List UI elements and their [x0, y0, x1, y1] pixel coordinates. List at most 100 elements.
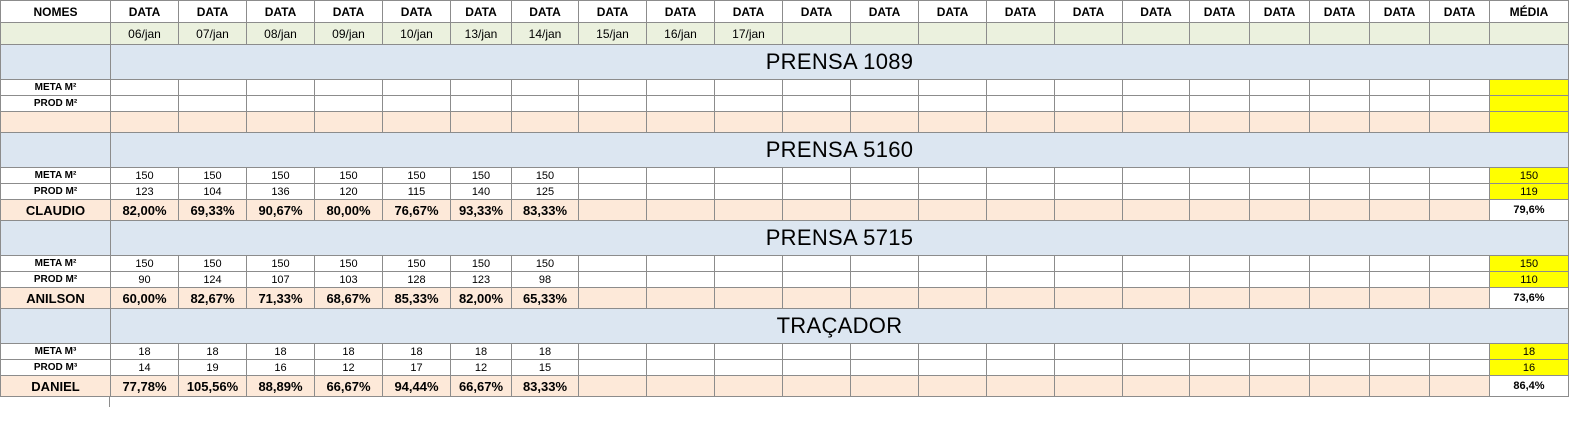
date-cell[interactable]: [986, 22, 1055, 45]
prod-cell[interactable]: 136: [246, 183, 315, 200]
date-column-header[interactable]: DATA: [246, 0, 315, 23]
percentage-cell[interactable]: [1122, 375, 1190, 397]
meta-cell[interactable]: 150: [511, 167, 579, 184]
meta-cell[interactable]: [782, 167, 851, 184]
meta-label[interactable]: META M²: [0, 255, 111, 272]
percentage-cell[interactable]: 82,67%: [178, 287, 247, 309]
percentage-cell[interactable]: [1369, 287, 1430, 309]
percentage-cell[interactable]: [986, 111, 1055, 133]
date-column-header[interactable]: DATA: [110, 0, 179, 23]
percentage-cell[interactable]: 80,00%: [314, 199, 383, 221]
meta-cell[interactable]: 18: [382, 343, 451, 360]
percentage-cell[interactable]: [1122, 287, 1190, 309]
prod-label[interactable]: PROD M²: [0, 183, 111, 200]
meta-cell[interactable]: 150: [246, 255, 315, 272]
meta-cell[interactable]: 150: [382, 255, 451, 272]
meta-cell[interactable]: [1309, 343, 1370, 360]
prod-cell[interactable]: [1429, 359, 1490, 376]
meta-cell[interactable]: [918, 343, 987, 360]
percentage-cell[interactable]: [646, 287, 715, 309]
percentage-cell[interactable]: 94,44%: [382, 375, 451, 397]
prod-cell[interactable]: [714, 95, 783, 112]
meta-cell[interactable]: [646, 255, 715, 272]
meta-average-cell[interactable]: 150: [1489, 255, 1569, 272]
date-column-header[interactable]: DATA: [646, 0, 715, 23]
date-cell[interactable]: [1429, 22, 1490, 45]
percentage-cell[interactable]: [782, 199, 851, 221]
meta-cell[interactable]: 150: [178, 167, 247, 184]
meta-cell[interactable]: [578, 79, 647, 96]
percentage-cell[interactable]: [1309, 287, 1370, 309]
prod-cell[interactable]: [578, 271, 647, 288]
prod-cell[interactable]: 90: [110, 271, 179, 288]
percentage-cell[interactable]: [646, 199, 715, 221]
prod-cell[interactable]: [382, 95, 451, 112]
meta-cell[interactable]: [918, 255, 987, 272]
meta-cell[interactable]: [646, 79, 715, 96]
prod-cell[interactable]: [1054, 95, 1123, 112]
percentage-cell[interactable]: [314, 111, 383, 133]
percentage-cell[interactable]: 65,33%: [511, 287, 579, 309]
percentage-cell[interactable]: [382, 111, 451, 133]
percentage-cell[interactable]: [450, 111, 512, 133]
meta-cell[interactable]: [110, 79, 179, 96]
prod-label[interactable]: PROD M²: [0, 271, 111, 288]
meta-cell[interactable]: 150: [382, 167, 451, 184]
prod-cell[interactable]: [850, 95, 919, 112]
percentage-cell[interactable]: [850, 199, 919, 221]
meta-cell[interactable]: [646, 343, 715, 360]
meta-cell[interactable]: [850, 255, 919, 272]
percentage-cell[interactable]: 66,67%: [450, 375, 512, 397]
prod-cell[interactable]: 15: [511, 359, 579, 376]
prod-cell[interactable]: 17: [382, 359, 451, 376]
percentage-cell[interactable]: [1189, 287, 1250, 309]
prod-cell[interactable]: [1309, 183, 1370, 200]
prod-cell[interactable]: [1122, 359, 1190, 376]
percentage-cell[interactable]: [714, 375, 783, 397]
prod-cell[interactable]: [850, 183, 919, 200]
date-cell[interactable]: 17/jan: [714, 22, 783, 45]
percentage-cell[interactable]: 66,67%: [314, 375, 383, 397]
percentage-cell[interactable]: 83,33%: [511, 375, 579, 397]
prod-cell[interactable]: [178, 95, 247, 112]
prod-cell[interactable]: [986, 359, 1055, 376]
prod-cell[interactable]: 115: [382, 183, 451, 200]
person-name[interactable]: [0, 111, 111, 133]
percentage-cell[interactable]: [1054, 199, 1123, 221]
prod-cell[interactable]: [986, 183, 1055, 200]
meta-cell[interactable]: 150: [178, 255, 247, 272]
meta-cell[interactable]: [1122, 79, 1190, 96]
meta-label[interactable]: META M³: [0, 343, 111, 360]
percentage-cell[interactable]: [714, 111, 783, 133]
prod-cell[interactable]: 19: [178, 359, 247, 376]
percentage-cell[interactable]: [782, 375, 851, 397]
prod-cell[interactable]: [1309, 271, 1370, 288]
prod-cell[interactable]: [986, 95, 1055, 112]
prod-cell[interactable]: [1369, 95, 1430, 112]
prod-cell[interactable]: [714, 271, 783, 288]
prod-cell[interactable]: [1369, 271, 1430, 288]
percentage-cell[interactable]: [246, 111, 315, 133]
meta-cell[interactable]: [986, 79, 1055, 96]
meta-cell[interactable]: [1054, 343, 1123, 360]
meta-cell[interactable]: [450, 79, 512, 96]
percentage-cell[interactable]: [110, 111, 179, 133]
prod-cell[interactable]: [1249, 359, 1310, 376]
person-name[interactable]: CLAUDIO: [0, 199, 111, 221]
date-column-header[interactable]: DATA: [578, 0, 647, 23]
meta-cell[interactable]: [1122, 167, 1190, 184]
meta-average-cell[interactable]: 18: [1489, 343, 1569, 360]
prod-cell[interactable]: [646, 271, 715, 288]
meta-cell[interactable]: [918, 79, 987, 96]
percentage-cell[interactable]: 60,00%: [110, 287, 179, 309]
section-spacer-cell[interactable]: [0, 44, 111, 80]
date-cell[interactable]: [782, 22, 851, 45]
prod-cell[interactable]: [782, 271, 851, 288]
meta-cell[interactable]: 150: [314, 167, 383, 184]
prod-cell[interactable]: [1429, 95, 1490, 112]
percentage-cell[interactable]: [918, 111, 987, 133]
percentage-cell[interactable]: 83,33%: [511, 199, 579, 221]
percentage-cell[interactable]: [918, 199, 987, 221]
prod-cell[interactable]: [646, 95, 715, 112]
meta-cell[interactable]: [1369, 79, 1430, 96]
